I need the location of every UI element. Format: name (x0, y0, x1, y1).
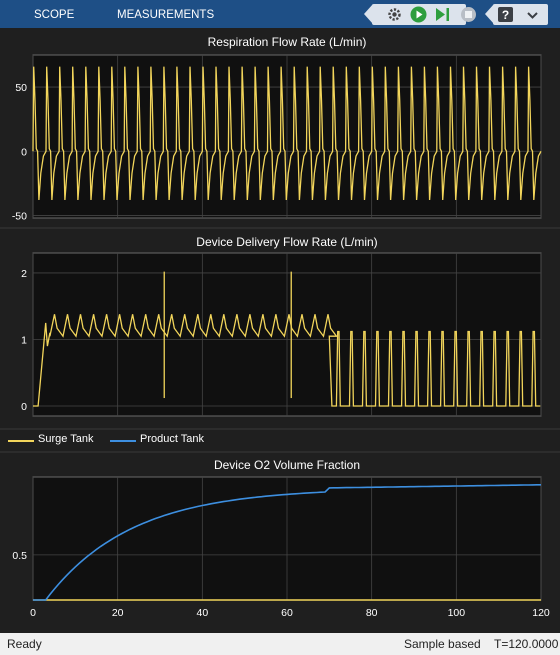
legend-label-product-tank: Product Tank (140, 433, 205, 445)
x-tick-label: 60 (281, 607, 293, 619)
status-bar: Ready Sample based T=120.0000 (0, 633, 560, 655)
run-icon[interactable] (410, 6, 427, 23)
y-tick-label: 0.5 (12, 550, 27, 562)
legend: Surge Tank Product Tank (0, 430, 560, 450)
plot-title: Device Delivery Flow Rate (L/min) (196, 235, 377, 249)
plot-title: Device O2 Volume Fraction (214, 458, 360, 472)
y-tick-label: 0 (21, 401, 27, 413)
x-tick-label: 100 (448, 607, 466, 619)
status-mode: Sample based (404, 637, 481, 651)
status-time: T=120.0000 (494, 637, 559, 651)
y-tick-label: 1 (21, 334, 27, 346)
toolbar-group-edge (485, 4, 494, 24)
x-tick-label: 80 (366, 607, 378, 619)
plot-title: Respiration Flow Rate (L/min) (208, 35, 367, 49)
y-tick-label: 2 (21, 268, 27, 280)
y-tick-label: 0 (21, 146, 27, 158)
x-tick-label: 40 (196, 607, 208, 619)
x-tick-label: 0 (30, 607, 36, 619)
legend-swatch-product-tank (110, 440, 136, 442)
scope-toolbar: SCOPE MEASUREMENTS ? (0, 0, 560, 28)
stop-icon[interactable] (460, 6, 477, 23)
x-tick-label: 120 (532, 607, 550, 619)
series-line-product-tank (33, 484, 541, 601)
toolbar-group-edge (364, 4, 373, 24)
y-tick-label: 50 (15, 82, 27, 94)
expand-icon[interactable] (524, 6, 541, 23)
legend-label-surge-tank: Surge Tank (38, 433, 94, 445)
tab-measurements[interactable]: MEASUREMENTS (117, 9, 215, 21)
svg-text:?: ? (502, 8, 509, 22)
series-line-delivery (33, 314, 541, 407)
x-tick-label: 20 (112, 607, 124, 619)
tab-scope[interactable]: SCOPE (34, 9, 75, 21)
status-text: Ready (7, 637, 42, 651)
legend-swatch-surge-tank (8, 440, 34, 442)
step-forward-icon[interactable] (434, 6, 451, 23)
help-icon[interactable]: ? (497, 6, 514, 23)
series-line-respiration (32, 66, 542, 201)
y-tick-label: -50 (12, 210, 27, 222)
settings-gear-icon[interactable] (386, 6, 403, 23)
